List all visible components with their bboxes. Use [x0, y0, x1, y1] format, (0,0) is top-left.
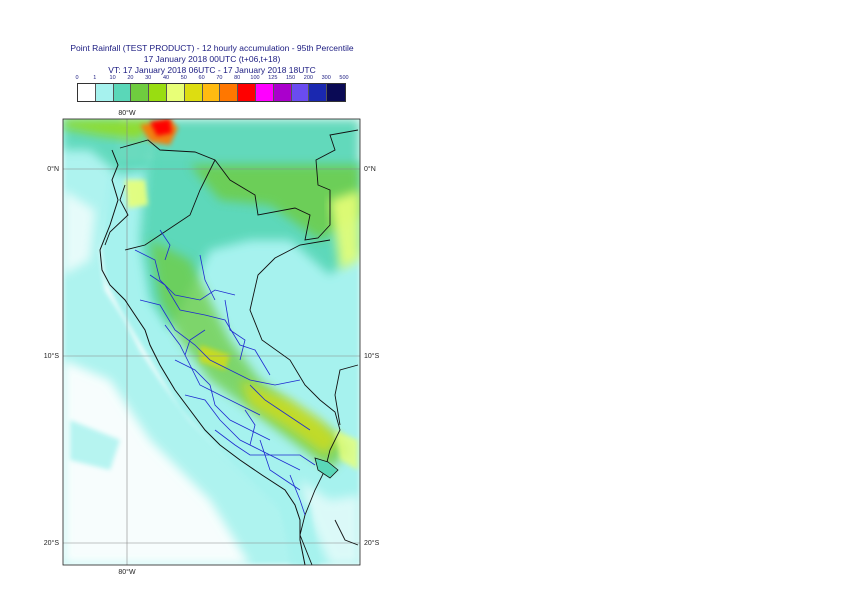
legend-swatch — [202, 84, 221, 101]
legend-tick-label: 10 — [109, 75, 116, 81]
lat-label-10s-right: 10°S — [364, 352, 380, 360]
legend-swatch — [95, 84, 114, 101]
legend-tick-label: 1 — [93, 75, 97, 81]
title-line-3: VT: 17 January 2018 06UTC - 17 January 2… — [108, 65, 316, 75]
legend-tick-label: 40 — [162, 75, 170, 81]
legend-tick-label: 150 — [286, 75, 296, 81]
legend-tick-label: 125 — [268, 75, 278, 81]
legend-swatch — [238, 84, 256, 101]
legend-tick-label: 30 — [145, 75, 152, 81]
lat-label-10s-left: 10°S — [44, 352, 60, 360]
legend-swatch — [291, 84, 310, 101]
legend-swatch — [113, 84, 132, 101]
legend-tick-label: 100 — [250, 75, 260, 81]
legend-tick-label: 0 — [75, 75, 79, 81]
legend-tick-label: 80 — [234, 75, 241, 81]
legend-tick-label: 20 — [127, 75, 134, 81]
legend-swatch — [131, 84, 150, 101]
lon-label-top: 80°W — [118, 109, 136, 117]
lat-label-20s-right: 20°S — [364, 539, 380, 547]
lat-label-0n-right: 0°N — [364, 165, 376, 173]
legend-swatch — [184, 84, 203, 101]
country-borders — [104, 129, 359, 566]
lat-label-20s-left: 20°S — [44, 539, 60, 547]
legend-swatch — [327, 84, 345, 101]
map-frame — [62, 118, 361, 566]
legend-tick-label: 200 — [303, 75, 313, 81]
lat-label-0n-left: 0°N — [47, 165, 59, 173]
region-borders — [134, 229, 316, 516]
legend-swatch — [220, 84, 239, 101]
lon-label-bottom: 80°W — [118, 568, 136, 576]
lake-titicaca — [314, 457, 339, 479]
coastline — [99, 149, 306, 566]
legend-swatch — [273, 84, 292, 101]
legend-tick-label: 60 — [198, 75, 205, 81]
legend-tick-label: 50 — [180, 75, 187, 81]
title-line-1: Point Rainfall (TEST PRODUCT) - 12 hourl… — [70, 43, 354, 53]
legend-swatch — [78, 84, 96, 101]
legend-swatch — [149, 84, 167, 101]
legend-tick-label: 300 — [321, 75, 331, 81]
legend-color-bar — [77, 83, 346, 102]
precipitation-field — [63, 119, 360, 565]
graticule — [63, 119, 360, 565]
legend-tick-label: 70 — [216, 75, 223, 81]
legend-swatch — [255, 84, 274, 101]
legend-tick-labels: 0 1 10 20 30 40 50 60 70 80 100 125 150 200 300 500 — [74, 75, 364, 85]
legend-tick-label: 500 — [339, 75, 349, 81]
legend-swatch — [309, 84, 328, 101]
title-line-2: 17 January 2018 00UTC (t+06,t+18) — [143, 54, 281, 64]
legend-swatch — [166, 84, 185, 101]
